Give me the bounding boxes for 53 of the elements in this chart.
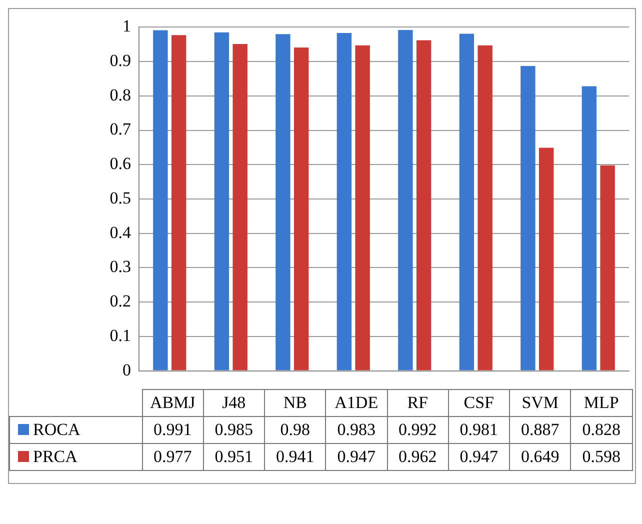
x-tick-label: NB — [264, 390, 326, 416]
data-label: 0.992 — [387, 416, 448, 444]
bar — [171, 35, 186, 370]
bar — [582, 86, 597, 370]
legend-label: ROCA — [10, 416, 142, 444]
bar — [355, 45, 370, 370]
x-tick-label: CSF — [448, 390, 510, 416]
data-label: 0.981 — [448, 416, 510, 444]
bar — [294, 47, 309, 370]
data-label: 0.598 — [570, 444, 632, 470]
x-tick-label: MLP — [570, 390, 632, 416]
data-label: 0.962 — [387, 444, 448, 470]
x-tick-label: A1DE — [326, 390, 387, 416]
data-label: 0.828 — [570, 416, 632, 444]
data-label: 0.947 — [326, 444, 387, 470]
data-label: 0.951 — [203, 444, 264, 470]
bar — [600, 165, 615, 370]
x-tick-label: RF — [387, 390, 448, 416]
bar — [276, 34, 290, 370]
bar — [538, 148, 554, 370]
bar — [459, 34, 474, 370]
data-label: 0.941 — [264, 444, 326, 470]
bar — [478, 45, 492, 370]
bar — [214, 32, 230, 370]
x-tick-label: J48 — [203, 390, 264, 416]
y-tick-label: 0.5 — [110, 188, 131, 208]
bar — [232, 44, 248, 370]
data-label: 0.947 — [448, 444, 510, 470]
bar — [336, 33, 352, 370]
data-label: 0.977 — [142, 444, 204, 470]
bar — [398, 30, 413, 370]
y-tick-label: 0.6 — [110, 154, 131, 174]
y-tick-label: 0 — [122, 360, 131, 380]
bar — [153, 30, 168, 370]
bar — [520, 66, 536, 370]
data-label: 0.649 — [510, 444, 571, 470]
y-tick-label: 0.9 — [110, 51, 131, 70]
y-tick-label: 0.8 — [110, 85, 131, 104]
y-tick-label: 1 — [122, 16, 131, 36]
data-label: 0.991 — [142, 416, 204, 444]
y-tick-label: 0.1 — [110, 326, 131, 345]
data-label: 0.985 — [203, 416, 264, 444]
y-tick-label: 0.3 — [110, 257, 131, 276]
data-label: 0.887 — [510, 416, 571, 444]
y-tick-label: 0.4 — [110, 222, 132, 242]
x-tick-label: ABMJ — [142, 390, 204, 416]
data-label: 0.98 — [264, 416, 326, 444]
y-tick-label: 0.2 — [110, 292, 131, 311]
x-tick-label: SVM — [510, 390, 571, 416]
bar — [416, 40, 432, 370]
legend-label: PRCA — [10, 444, 142, 470]
data-label: 0.983 — [326, 416, 387, 444]
y-tick-label: 0.7 — [110, 120, 132, 139]
